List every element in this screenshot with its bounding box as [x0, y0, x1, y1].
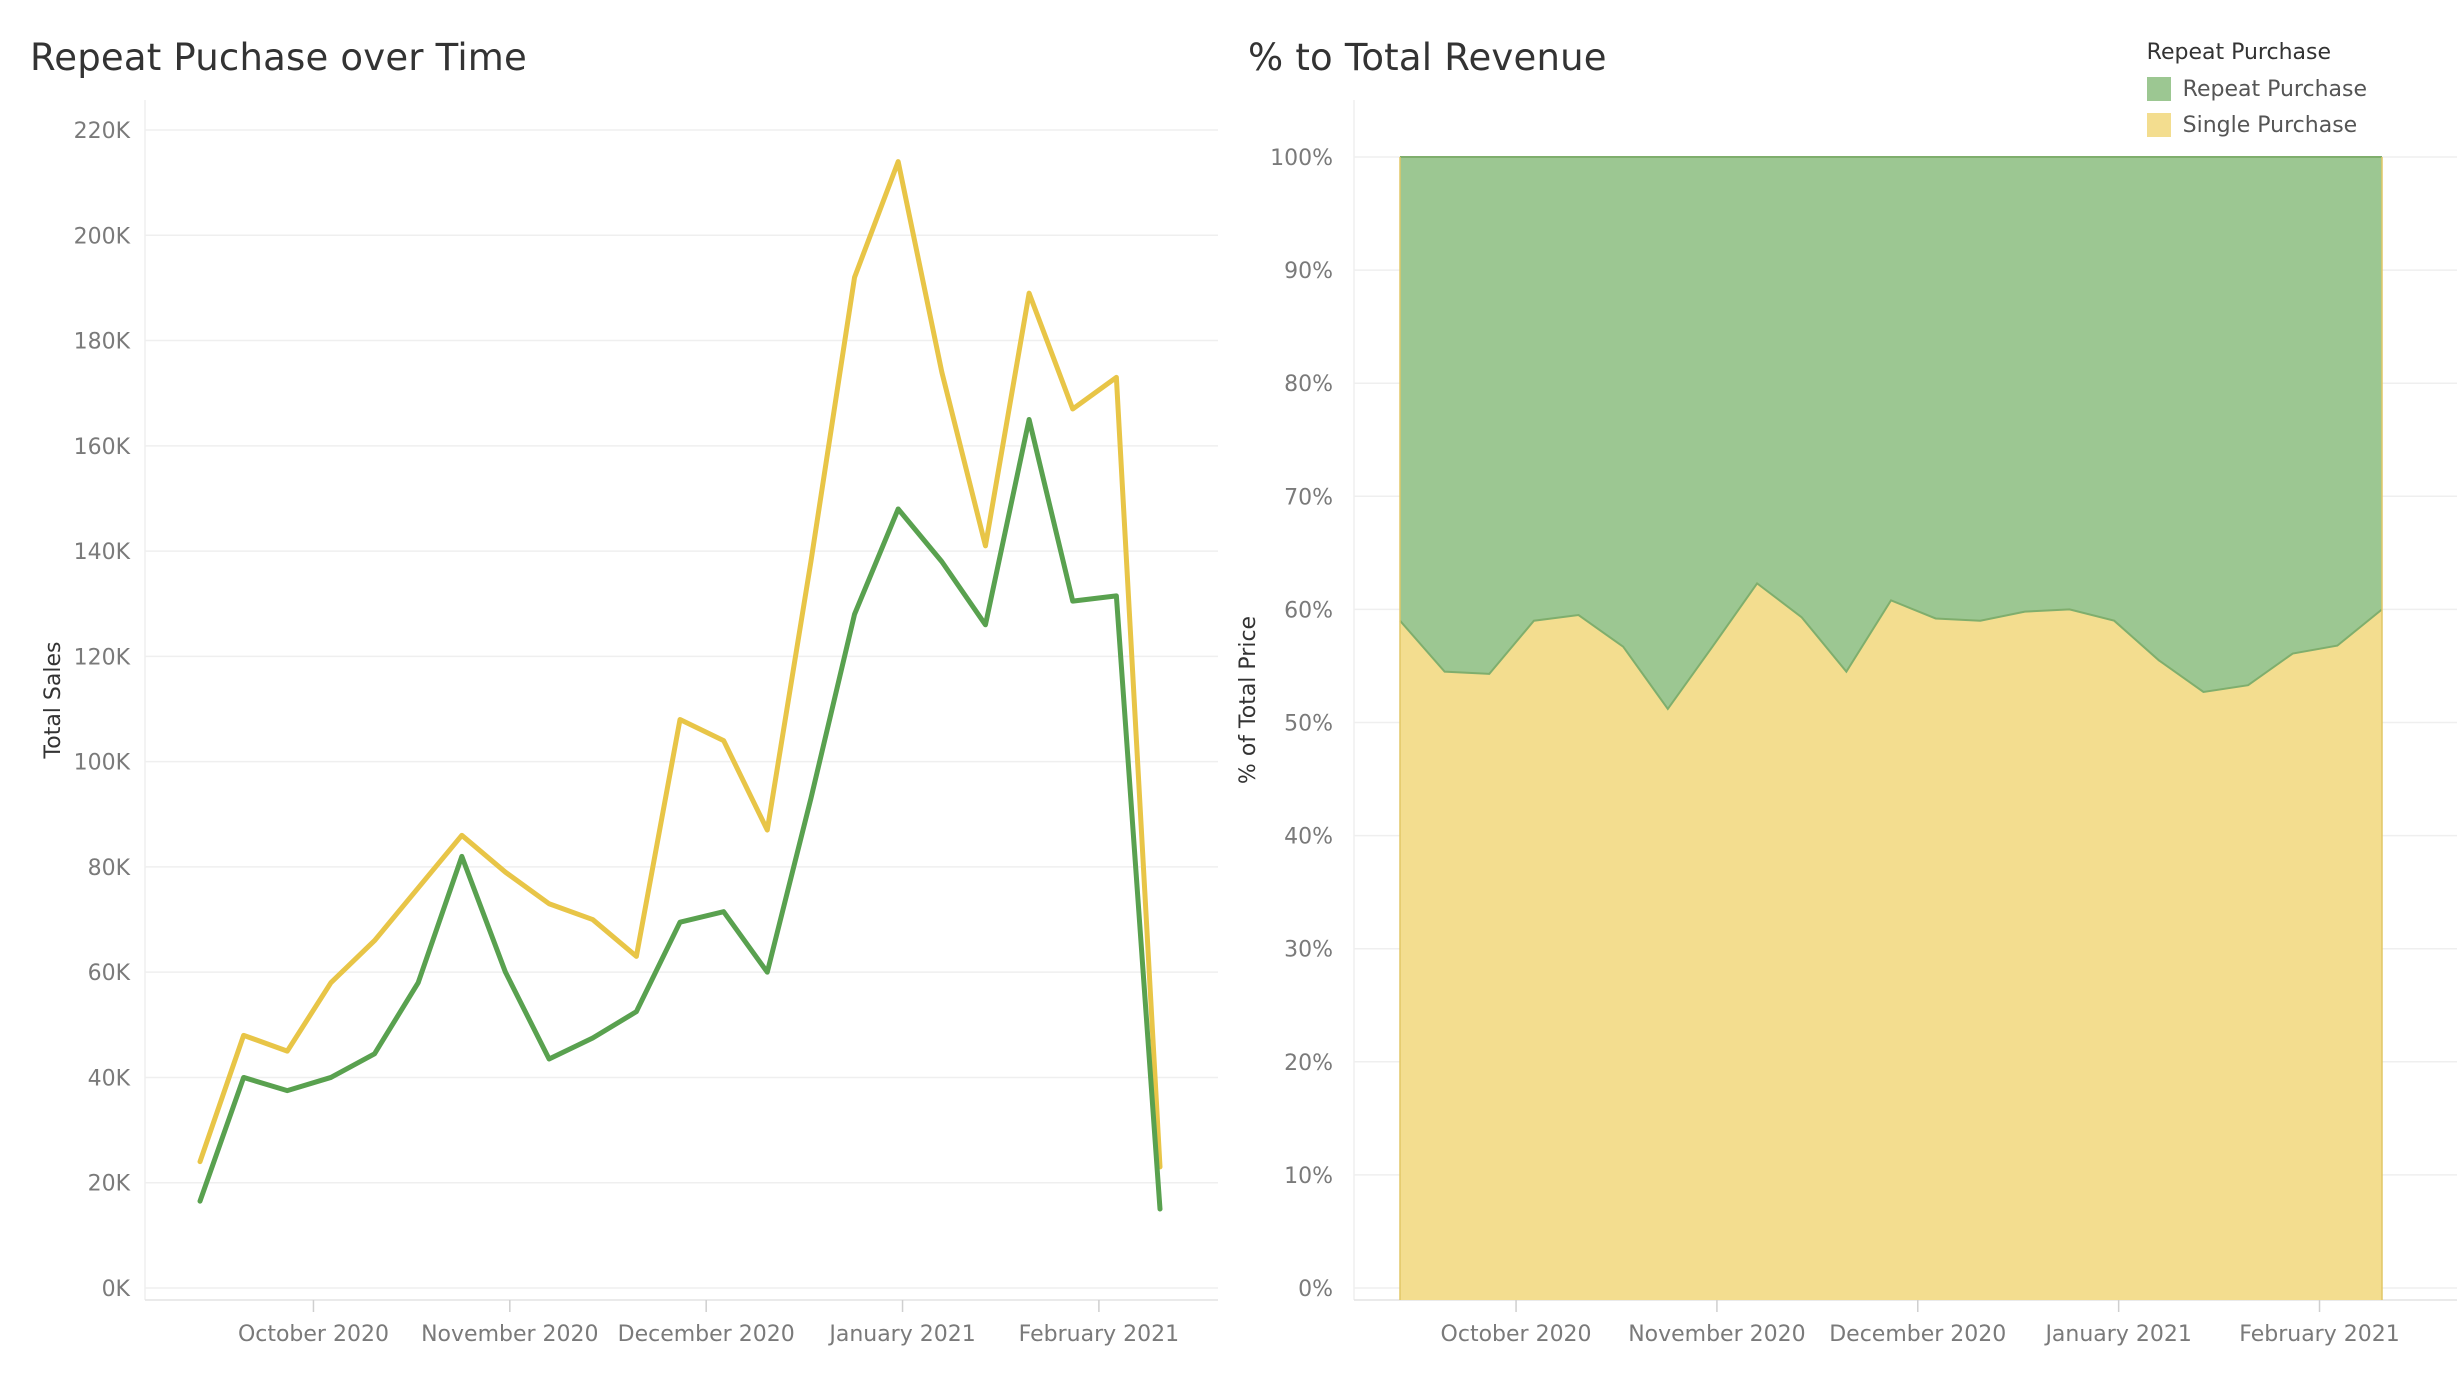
- y-tick-label: 160K: [74, 435, 131, 460]
- legend-swatch-single: [2146, 113, 2171, 137]
- y-tick-label: 40K: [88, 1066, 131, 1091]
- line-series-single: [197, 159, 1163, 1170]
- legend-item-repeat[interactable]: Repeat Purchase: [2146, 71, 2367, 107]
- x-tick-label: December 2020: [618, 1322, 795, 1347]
- x-tick-label: October 2020: [238, 1322, 389, 1347]
- revenue-share-panel: % to Total Revenue 0% 10% 20% 30% 40% 50% 60% 7…: [1220, 0, 2457, 1381]
- y-tick-label: 70%: [1284, 485, 1333, 510]
- y-tick-label: 30%: [1284, 938, 1333, 963]
- y-tick-label: 20%: [1284, 1051, 1333, 1076]
- revenue-share-area-chart: 0% 10% 20% 30% 40% 50% 60% 70% 80% 90% 100% October…: [1236, 100, 2457, 1347]
- x-tick-label: November 2020: [421, 1322, 598, 1347]
- y-axis-title: Total Sales: [41, 642, 66, 760]
- y-tick-label: 140K: [74, 540, 131, 565]
- y-tick-label: 0%: [1298, 1277, 1333, 1302]
- x-tick-label: October 2020: [1441, 1322, 1592, 1347]
- y-tick-label: 80%: [1284, 372, 1333, 397]
- y-axis-title: % of Total Price: [1236, 616, 1261, 784]
- y-tick-label: 40%: [1284, 825, 1333, 850]
- left-chart-title: Repeat Puchase over Time: [30, 36, 528, 79]
- y-tick-label: 20K: [88, 1172, 131, 1197]
- legend: Repeat Purchase Repeat Purchase Single P…: [2146, 40, 2367, 143]
- legend-swatch-repeat: [2146, 77, 2171, 101]
- y-tick-label: 200K: [74, 224, 131, 249]
- area-repeat-purchase: [1400, 157, 2382, 709]
- area-single-purchase: [1400, 583, 2382, 1300]
- y-tick-label: 220K: [74, 119, 131, 144]
- y-tick-label: 0K: [102, 1277, 131, 1302]
- y-tick-label: 10%: [1284, 1164, 1333, 1189]
- y-tick-label: 80K: [88, 856, 131, 881]
- sales-over-time-panel: Repeat Puchase over Time 0K 20K 40K 60K 80K 1…: [0, 0, 1220, 1381]
- x-tick-label: January 2021: [2043, 1322, 2191, 1347]
- x-tick-label: January 2021: [827, 1322, 975, 1347]
- area-boundary-line: [1399, 581, 2383, 711]
- x-tick-label: November 2020: [1628, 1322, 1805, 1347]
- y-tick-label: 60%: [1284, 598, 1333, 623]
- right-chart-title: % to Total Revenue: [1248, 36, 1607, 79]
- legend-label-repeat: Repeat Purchase: [2182, 76, 2367, 102]
- legend-item-single[interactable]: Single Purchase: [2146, 107, 2367, 143]
- line-series-repeat: [197, 417, 1163, 1212]
- y-tick-label: 50%: [1284, 712, 1333, 737]
- y-tick-label: 100K: [74, 751, 131, 776]
- y-tick-label: 60K: [88, 961, 131, 986]
- sales-line-chart: 0K 20K 40K 60K 80K 100K 120K 140K 160K 180K 200K 22…: [41, 100, 1218, 1347]
- x-tick-label: February 2021: [1019, 1322, 1179, 1347]
- y-tick-label: 90%: [1284, 259, 1333, 284]
- x-tick-label: December 2020: [1829, 1322, 2006, 1347]
- legend-label-single: Single Purchase: [2182, 112, 2358, 138]
- y-tick-label: 120K: [74, 645, 131, 670]
- y-tick-label: 180K: [74, 330, 131, 355]
- x-tick-label: February 2021: [2239, 1322, 2399, 1347]
- y-tick-label: 100%: [1270, 146, 1333, 171]
- legend-title: Repeat Purchase: [2146, 40, 2331, 65]
